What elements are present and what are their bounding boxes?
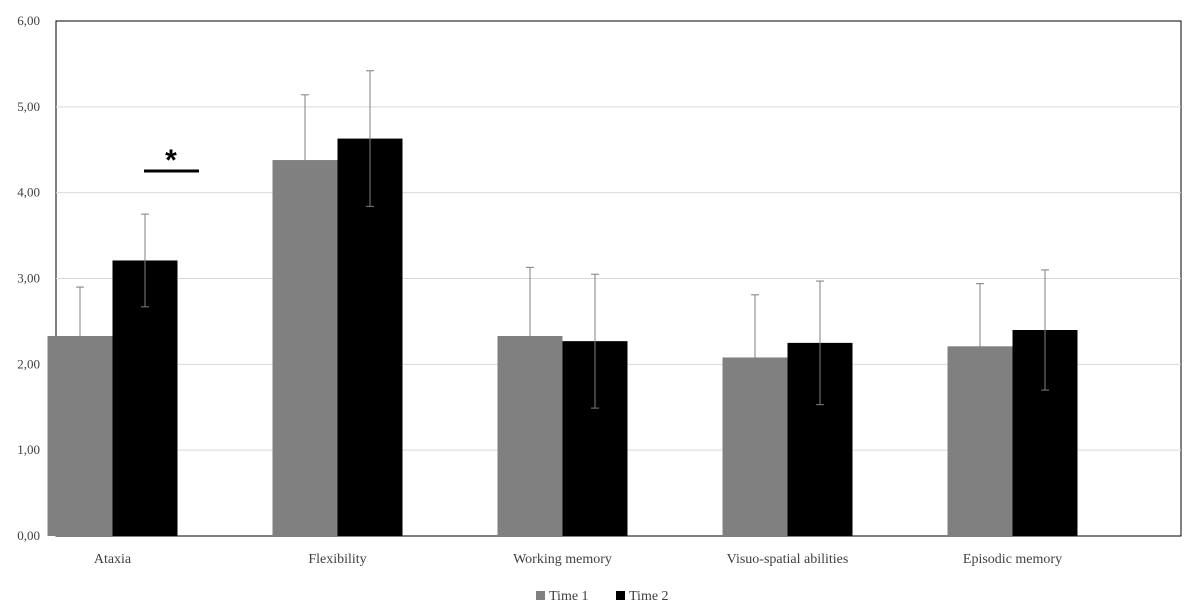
legend-label: Time 2 bbox=[629, 589, 669, 604]
x-category-label: Visuo-spatial abilities bbox=[727, 552, 849, 567]
y-tick-label: 4,00 bbox=[17, 185, 40, 200]
legend: Time 1 Time 2 bbox=[536, 589, 669, 604]
legend-swatch bbox=[536, 591, 545, 600]
x-category-label: Ataxia bbox=[94, 552, 132, 567]
y-tick-label: 2,00 bbox=[17, 356, 40, 371]
x-category-label: Working memory bbox=[513, 552, 612, 567]
y-tick-label: 1,00 bbox=[17, 442, 40, 457]
legend-swatch bbox=[616, 591, 625, 600]
y-tick-label: 0,00 bbox=[17, 528, 40, 543]
x-axis-category-labels: Ataxia Flexibility Working memory Visuo-spa… bbox=[94, 552, 1062, 567]
y-tick-label: 3,00 bbox=[17, 271, 40, 286]
significance-star: * bbox=[165, 144, 177, 177]
y-axis-tick-labels: 0,00 1,00 2,00 3,00 4,00 5,00 6,00 bbox=[17, 13, 40, 543]
error-bars bbox=[76, 70, 1049, 421]
significance-annotation: * bbox=[144, 144, 199, 177]
x-category-label: Episodic memory bbox=[963, 552, 1062, 567]
y-tick-label: 6,00 bbox=[17, 13, 40, 28]
x-category-label: Flexibility bbox=[308, 552, 366, 567]
legend-label: Time 1 bbox=[549, 589, 589, 604]
y-tick-label: 5,00 bbox=[17, 99, 40, 114]
